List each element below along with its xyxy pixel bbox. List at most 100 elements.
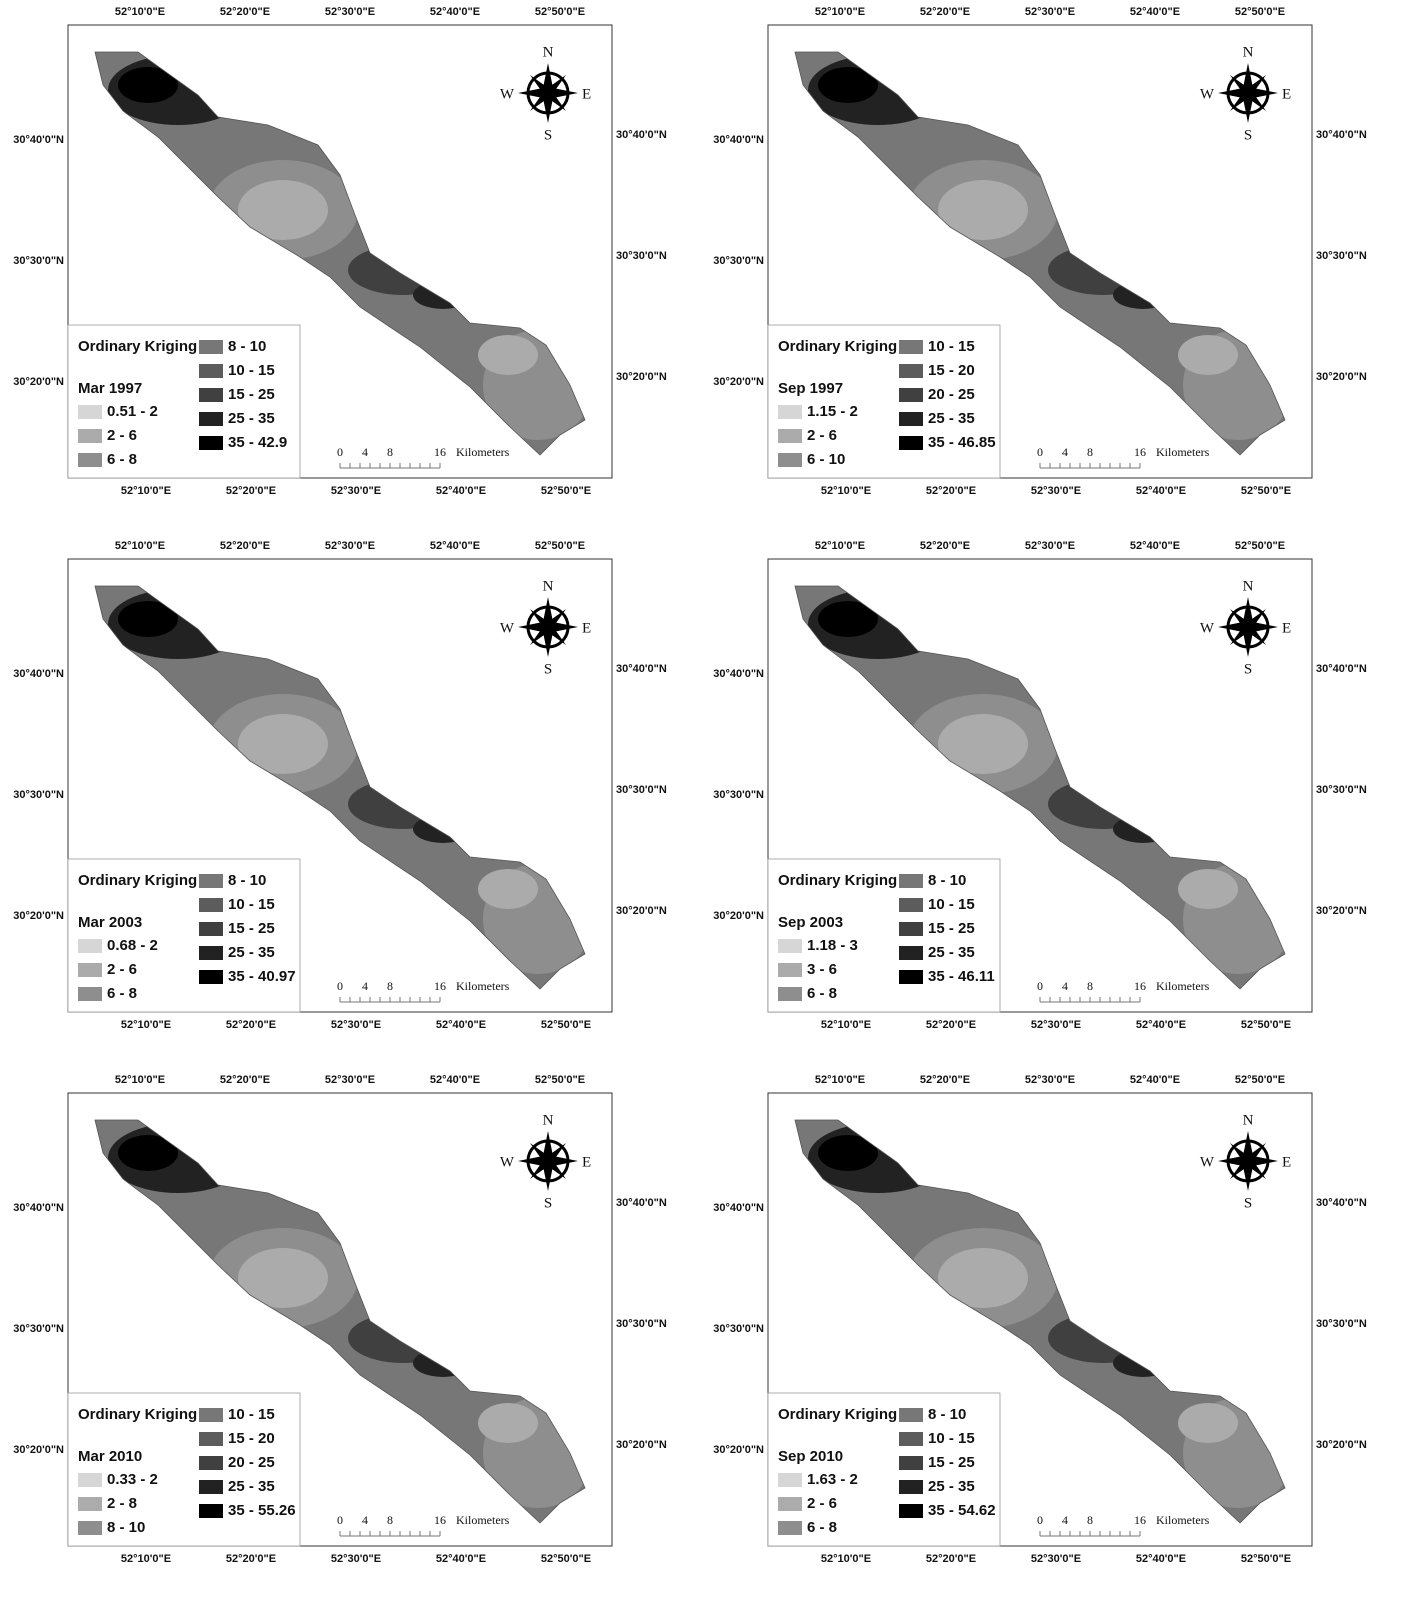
longitude-label: 52°50'0"E [535, 6, 585, 18]
longitude-label: 52°50'0"E [1235, 6, 1285, 18]
legend-label: 10 - 15 [928, 1430, 975, 1447]
compass-letter: N [543, 578, 554, 594]
legend-swatch [78, 963, 102, 977]
longitude-label: 52°40'0"E [430, 6, 480, 18]
legend-swatch [778, 405, 802, 419]
latitude-label: 30°20'0"N [1316, 1439, 1367, 1451]
legend-title: Ordinary Kriging [778, 872, 897, 889]
scale-label: 8 [387, 445, 393, 459]
longitude-label: 52°40'0"E [1136, 1019, 1186, 1031]
scale-label: 16 [1134, 445, 1146, 459]
longitude-label: 52°30'0"E [325, 6, 375, 18]
legend-swatch [899, 922, 923, 936]
longitude-label: 52°30'0"E [1025, 540, 1075, 552]
longitude-label: 52°10'0"E [121, 1553, 171, 1565]
legend-label: 35 - 55.26 [228, 1502, 296, 1519]
scale-label: 4 [362, 1513, 368, 1527]
legend-label: 8 - 10 [228, 872, 266, 889]
legend-label: 2 - 8 [107, 1495, 137, 1512]
longitude-label: 52°40'0"E [436, 485, 486, 497]
legend-label: 2 - 6 [807, 427, 837, 444]
scale-label: 0 [1037, 445, 1043, 459]
legend-label: 15 - 20 [928, 362, 975, 379]
legend-swatch [199, 364, 223, 378]
zone [1178, 869, 1238, 909]
legend-swatch [78, 1473, 102, 1487]
legend-label: 2 - 6 [107, 961, 137, 978]
legend-swatch [899, 1504, 923, 1518]
compass-letter: N [1243, 1112, 1254, 1128]
longitude-label: 52°10'0"E [115, 1074, 165, 1086]
latitude-label: 30°30'0"N [1316, 784, 1367, 796]
scale-label: 4 [362, 445, 368, 459]
legend-swatch [199, 874, 223, 888]
longitude-label: 52°40'0"E [1130, 6, 1180, 18]
longitude-label: 52°40'0"E [430, 1074, 480, 1086]
scale-label: 8 [1087, 445, 1093, 459]
legend-label: 35 - 42.9 [228, 434, 287, 451]
compass-letter: W [500, 620, 515, 636]
legend-label: 6 - 8 [107, 451, 137, 468]
latitude-label: 30°40'0"N [1316, 1197, 1367, 1209]
longitude-label: 52°30'0"E [1025, 1074, 1075, 1086]
legend-swatch [199, 1456, 223, 1470]
legend-swatch [199, 1480, 223, 1494]
legend-swatch [899, 364, 923, 378]
longitude-label: 52°10'0"E [815, 6, 865, 18]
legend-swatch [199, 946, 223, 960]
legend-label: 15 - 25 [228, 920, 275, 937]
latitude-label: 30°40'0"N [713, 134, 764, 146]
zone [1178, 335, 1238, 375]
scale-label: 8 [387, 979, 393, 993]
latitude-label: 30°20'0"N [13, 376, 64, 388]
legend-label: 8 - 10 [928, 872, 966, 889]
zone [478, 869, 538, 909]
legend-label: 25 - 35 [228, 1478, 275, 1495]
scale-label: 4 [362, 979, 368, 993]
legend-swatch [199, 970, 223, 984]
latitude-label: 30°40'0"N [1316, 663, 1367, 675]
latitude-label: 30°30'0"N [616, 1318, 667, 1330]
latitude-label: 30°20'0"N [616, 1439, 667, 1451]
legend-label: 8 - 10 [107, 1519, 145, 1536]
zone [478, 335, 538, 375]
longitude-label: 52°50'0"E [1235, 540, 1285, 552]
legend-label: 6 - 10 [807, 451, 845, 468]
scale-label: 0 [337, 445, 343, 459]
compass-letter: N [1243, 578, 1254, 594]
scale-label: 8 [387, 1513, 393, 1527]
legend-label: 10 - 15 [928, 338, 975, 355]
longitude-label: 52°20'0"E [220, 540, 270, 552]
legend-label: 10 - 15 [228, 362, 275, 379]
legend-label: 35 - 46.85 [928, 434, 996, 451]
longitude-label: 52°50'0"E [1235, 1074, 1285, 1086]
compass-letter: N [543, 1112, 554, 1128]
scale-label: 0 [337, 1513, 343, 1527]
latitude-label: 30°20'0"N [616, 371, 667, 383]
scale-label: 16 [1134, 979, 1146, 993]
latitude-label: 30°30'0"N [1316, 1318, 1367, 1330]
legend-title: Ordinary Kriging [78, 872, 197, 889]
compass-letter: S [1244, 661, 1252, 677]
map-panel: 52°10'0"E52°10'0"E52°20'0"E52°20'0"E52°3… [13, 540, 667, 1031]
legend-swatch [78, 939, 102, 953]
longitude-label: 52°10'0"E [821, 485, 871, 497]
longitude-label: 52°40'0"E [1130, 540, 1180, 552]
legend-period: Sep 2003 [778, 914, 843, 931]
legend-swatch [899, 1456, 923, 1470]
longitude-label: 52°20'0"E [920, 6, 970, 18]
legend-label: 25 - 35 [928, 410, 975, 427]
scale-unit: Kilometers [456, 1513, 510, 1527]
longitude-label: 52°20'0"E [926, 1553, 976, 1565]
legend-period: Sep 2010 [778, 1448, 843, 1465]
scale-label: 16 [1134, 1513, 1146, 1527]
legend-label: 0.51 - 2 [107, 403, 158, 420]
latitude-label: 30°20'0"N [1316, 905, 1367, 917]
legend-label: 6 - 8 [107, 985, 137, 1002]
latitude-label: 30°30'0"N [616, 784, 667, 796]
compass-letter: E [1282, 1154, 1291, 1170]
